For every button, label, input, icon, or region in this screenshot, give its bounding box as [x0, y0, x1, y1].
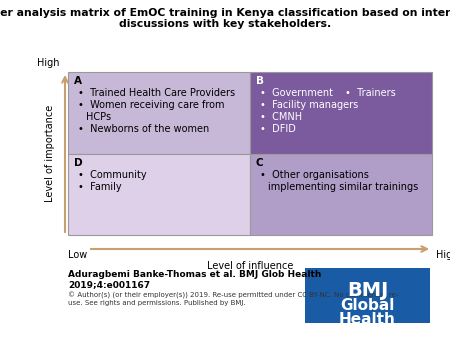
- Text: B: B: [256, 76, 264, 86]
- Text: Low: Low: [68, 250, 87, 260]
- Bar: [68, 153, 250, 235]
- Text: •  Family: • Family: [78, 183, 122, 193]
- Text: •  DFID: • DFID: [260, 124, 296, 134]
- Text: •  Government: • Government: [260, 88, 333, 98]
- Text: •  Community: • Community: [78, 169, 147, 179]
- Bar: [250, 153, 432, 235]
- Text: discussions with key stakeholders.: discussions with key stakeholders.: [119, 19, 331, 29]
- Text: Aduragbemi Banke-Thomas et al. BMJ Glob Health: Aduragbemi Banke-Thomas et al. BMJ Glob …: [68, 270, 321, 279]
- Text: BMJ: BMJ: [347, 281, 388, 300]
- Text: C: C: [256, 158, 264, 168]
- Text: •  CMNH: • CMNH: [260, 112, 302, 122]
- Text: Level of influence: Level of influence: [207, 261, 293, 271]
- Bar: [250, 72, 432, 153]
- Text: implementing similar trainings: implementing similar trainings: [268, 183, 418, 193]
- Text: Health: Health: [339, 312, 396, 327]
- Text: Global: Global: [340, 298, 395, 313]
- Text: •  Trained Health Care Providers: • Trained Health Care Providers: [78, 88, 235, 98]
- Text: High: High: [37, 58, 60, 68]
- Bar: [68, 72, 250, 153]
- Text: •  Newborns of the women: • Newborns of the women: [78, 124, 209, 134]
- Text: A: A: [74, 76, 82, 86]
- Text: © Author(s) (or their employer(s)) 2019. Re-use permitted under CC BY-NC. No com: © Author(s) (or their employer(s)) 2019.…: [68, 292, 398, 306]
- Text: •  Facility managers: • Facility managers: [260, 100, 358, 110]
- Text: Level of importance: Level of importance: [45, 105, 55, 202]
- Text: Stakeholder analysis matrix of EmOC training in Kenya classification based on in: Stakeholder analysis matrix of EmOC trai…: [0, 8, 450, 18]
- Text: High: High: [436, 250, 450, 260]
- Text: •  Women receiving care from: • Women receiving care from: [78, 100, 225, 110]
- Text: 2019;4:e001167: 2019;4:e001167: [68, 280, 150, 289]
- Text: D: D: [74, 158, 83, 168]
- Bar: [305, 268, 430, 323]
- Text: •  Trainers: • Trainers: [345, 88, 396, 98]
- Text: HCPs: HCPs: [86, 112, 111, 122]
- Text: •  Other organisations: • Other organisations: [260, 169, 369, 179]
